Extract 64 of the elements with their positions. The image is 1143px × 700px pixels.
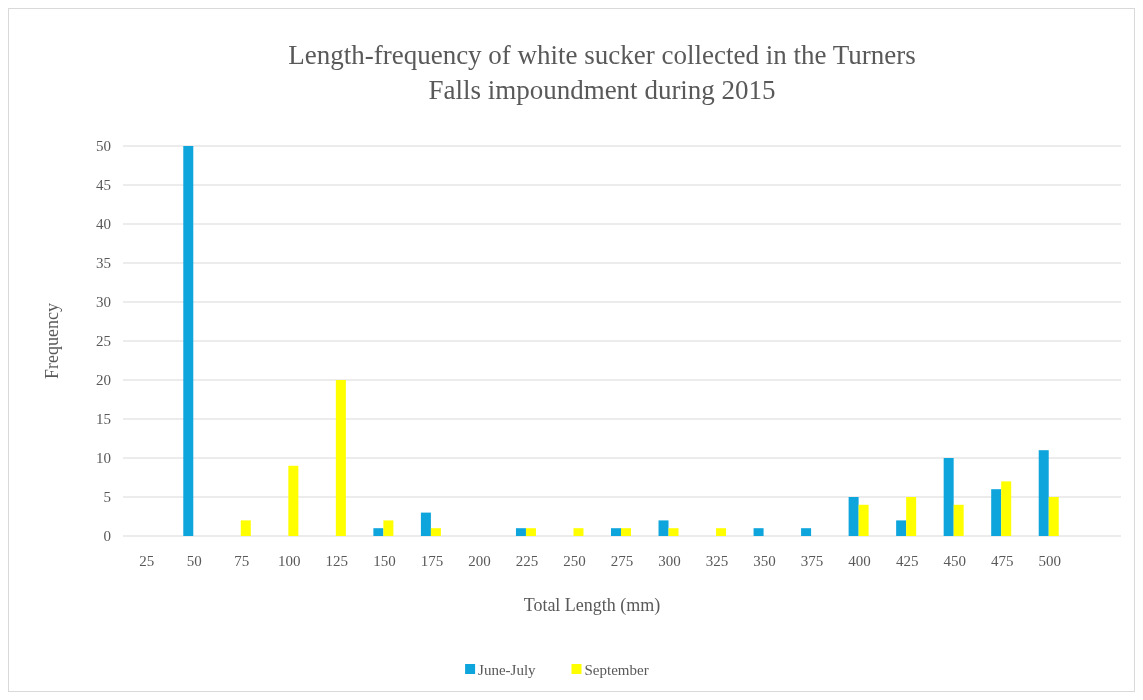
x-tick-label: 325: [705, 553, 729, 569]
bar: [288, 465, 299, 536]
x-tick-label: 400: [848, 553, 871, 569]
x-tick-label: 475: [990, 553, 1014, 569]
x-tick-label: 150: [373, 553, 396, 569]
y-axis-title: Frequency: [42, 303, 62, 379]
bar: [335, 380, 346, 536]
legend-label: June-July: [478, 662, 537, 679]
legend-label: September: [584, 662, 649, 679]
bar: [801, 528, 812, 536]
x-tick-label: 350: [753, 553, 776, 569]
x-tick-label: 200: [468, 553, 491, 569]
y-tick-label: 5: [103, 489, 111, 506]
bar: [430, 528, 441, 536]
x-tick-label: 225: [515, 553, 539, 569]
bar: [943, 458, 954, 536]
bar: [658, 520, 669, 536]
bar: [183, 146, 194, 536]
y-tick-label: 20: [96, 372, 111, 389]
bar: [611, 528, 621, 536]
bar: [716, 528, 727, 536]
x-tick-label: 450: [943, 553, 966, 569]
bar: [991, 489, 1002, 536]
y-tick-label: 45: [96, 177, 111, 194]
bar: [896, 520, 907, 536]
bar: [621, 528, 631, 536]
bar: [668, 528, 679, 536]
bar: [953, 504, 964, 536]
x-tick-label: 300: [658, 553, 681, 569]
y-tick-label: 40: [96, 216, 111, 233]
x-tick-label: 100: [278, 553, 301, 569]
x-tick-label: 425: [895, 553, 919, 569]
bar: [848, 497, 859, 536]
bar: [383, 520, 394, 536]
bar: [240, 520, 251, 536]
x-tick-label: 250: [563, 553, 586, 569]
x-tick-label: 500: [1038, 553, 1061, 569]
x-tick-label: 275: [610, 553, 634, 569]
bar: [420, 512, 431, 536]
x-tick-label: 125: [325, 553, 349, 569]
y-tick-label: 35: [96, 255, 111, 272]
bar: [753, 528, 764, 536]
x-tick-label: 50: [186, 553, 202, 569]
bar: [906, 497, 917, 536]
y-tick-label: 50: [96, 138, 111, 155]
y-tick-label: 25: [96, 333, 111, 350]
x-axis-title: Total Length (mm): [523, 595, 661, 616]
x-tick-label: 25: [139, 553, 155, 569]
chart-title: Length-frequency of white sucker collected in the Turners Falls impoundment during 2015: [288, 40, 916, 105]
x-tick-label: 75: [234, 553, 250, 569]
bar: [525, 528, 536, 536]
bar: [515, 528, 526, 536]
bar: [373, 528, 384, 536]
y-tick-label: 15: [96, 411, 111, 428]
bar: [1048, 497, 1059, 536]
x-tick-label: 175: [420, 553, 444, 569]
bar: [858, 504, 869, 536]
y-tick-label: 30: [96, 294, 111, 311]
y-tick-label: 10: [96, 450, 111, 467]
x-tick-label: 375: [800, 553, 824, 569]
y-tick-label: 0: [103, 528, 111, 545]
bar: [1038, 450, 1049, 536]
bar: [1001, 481, 1012, 536]
bar: [573, 528, 584, 536]
